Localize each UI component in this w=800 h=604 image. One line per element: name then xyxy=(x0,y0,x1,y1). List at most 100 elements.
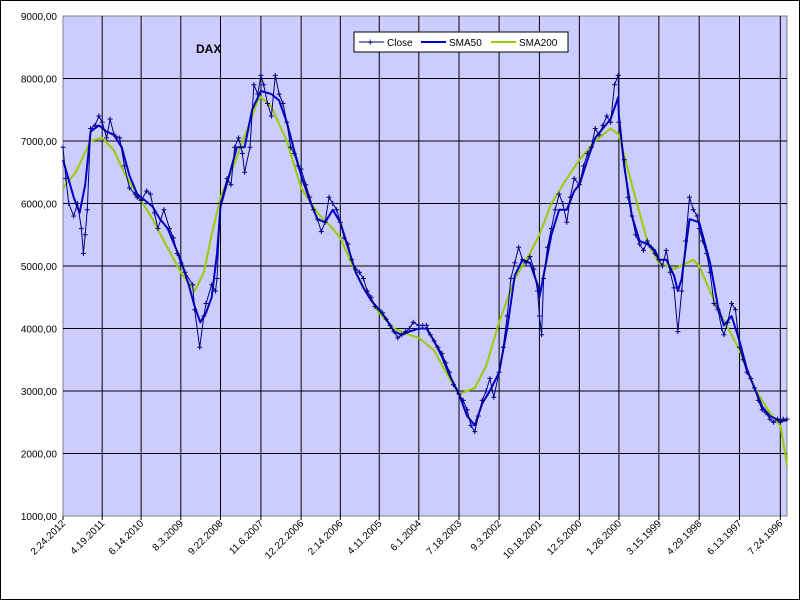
close-point-marker xyxy=(621,157,627,163)
close-point-marker xyxy=(78,226,84,231)
close-point-marker xyxy=(144,188,150,194)
close-point-marker xyxy=(648,244,654,250)
close-point-marker xyxy=(644,238,650,244)
close-point-marker xyxy=(475,413,481,419)
x-tick-label: 4.29.1998 xyxy=(665,518,705,558)
close-point-marker xyxy=(424,322,429,328)
close-point-marker xyxy=(744,369,750,375)
close-point-marker xyxy=(63,176,69,181)
close-point-marker xyxy=(767,416,773,422)
close-point-marker xyxy=(615,72,621,78)
y-tick-label: 6000,00 xyxy=(21,200,58,211)
x-tick-label: 9.3.2002 xyxy=(469,518,505,554)
close-point-marker xyxy=(443,360,449,366)
x-tick-label: 4.11.2005 xyxy=(346,518,385,557)
close-point-marker xyxy=(679,288,685,294)
close-point-marker xyxy=(71,213,77,219)
close-point-marker xyxy=(380,310,386,316)
x-tick-label: 2.24.2012 xyxy=(29,518,69,558)
close-point-marker xyxy=(588,144,594,150)
close-point-marker xyxy=(487,376,493,381)
close-point-marker xyxy=(337,219,343,225)
close-point-marker xyxy=(576,182,582,188)
close-point-marker xyxy=(104,135,110,141)
close-point-marker xyxy=(391,329,397,335)
legend-label-close: Close xyxy=(387,38,413,49)
y-tick-label: 5000,00 xyxy=(21,262,58,273)
close-point-marker xyxy=(364,288,370,294)
close-point-marker xyxy=(560,201,566,206)
close-point-marker xyxy=(556,191,562,197)
close-point-marker xyxy=(224,176,230,181)
close-point-marker xyxy=(539,332,545,338)
close-point-marker xyxy=(675,329,681,335)
close-point-marker xyxy=(536,313,542,319)
close-point-marker xyxy=(456,391,462,397)
y-tick-label: 2000,00 xyxy=(21,450,58,461)
close-point-marker xyxy=(427,332,433,338)
close-point-marker xyxy=(111,132,117,138)
close-point-marker xyxy=(751,385,757,391)
close-point-marker xyxy=(201,313,207,319)
close-point-marker xyxy=(126,185,132,191)
close-point-marker xyxy=(75,201,80,206)
close-point-marker xyxy=(439,351,445,356)
close-point-marker xyxy=(268,113,274,119)
close-point-marker xyxy=(330,201,336,206)
close-point-marker xyxy=(659,263,665,269)
close-point-marker xyxy=(272,72,278,78)
close-point-marker xyxy=(213,288,218,294)
close-point-marker xyxy=(203,301,209,306)
close-point-marker xyxy=(715,307,721,313)
close-point-marker xyxy=(483,388,489,394)
close-point-marker xyxy=(585,151,590,156)
close-point-marker xyxy=(523,260,529,266)
close-point-marker xyxy=(96,113,102,119)
close-point-marker xyxy=(721,332,727,338)
y-tick-label: 8000,00 xyxy=(21,75,58,86)
close-point-marker xyxy=(147,191,153,197)
close-point-marker xyxy=(541,276,547,281)
close-point-marker xyxy=(755,397,761,403)
close-point-marker xyxy=(255,91,261,97)
close-point-marker xyxy=(232,144,238,150)
close-point-marker xyxy=(637,241,643,247)
close-point-marker xyxy=(567,194,573,200)
close-point-marker xyxy=(60,144,66,150)
close-point-marker xyxy=(151,210,157,216)
legend-box xyxy=(353,31,569,53)
close-point-marker xyxy=(694,213,700,219)
close-point-marker xyxy=(403,329,408,335)
close-point-marker xyxy=(117,135,123,141)
close-point-marker xyxy=(652,251,658,256)
close-point-marker xyxy=(737,344,742,350)
close-point-marker xyxy=(504,313,510,319)
close-point-marker xyxy=(288,144,294,150)
close-point-marker xyxy=(641,247,646,253)
chart-title: DAX xyxy=(196,42,221,56)
close-point-marker xyxy=(696,226,702,231)
close-point-marker xyxy=(387,322,393,328)
x-tick-label: 1.26.2000 xyxy=(585,518,625,558)
close-point-marker xyxy=(284,119,290,125)
close-point-marker xyxy=(295,163,301,169)
close-point-marker xyxy=(307,194,313,200)
close-point-marker xyxy=(406,326,412,331)
close-point-marker xyxy=(663,247,669,253)
close-point-marker xyxy=(460,397,466,403)
close-point-marker xyxy=(472,429,478,435)
close-point-marker xyxy=(633,232,639,238)
close-point-marker xyxy=(372,304,378,310)
close-point-marker xyxy=(311,207,316,213)
close-point-marker xyxy=(174,251,180,256)
close-point-marker xyxy=(491,394,497,400)
close-point-marker xyxy=(88,126,94,131)
close-point-marker xyxy=(121,163,127,169)
close-point-marker xyxy=(777,419,783,425)
close-point-marker xyxy=(454,388,460,394)
close-point-marker xyxy=(265,101,270,106)
y-tick-label: 9000,00 xyxy=(21,12,58,23)
close-point-marker xyxy=(520,257,525,263)
close-point-marker xyxy=(66,201,72,206)
